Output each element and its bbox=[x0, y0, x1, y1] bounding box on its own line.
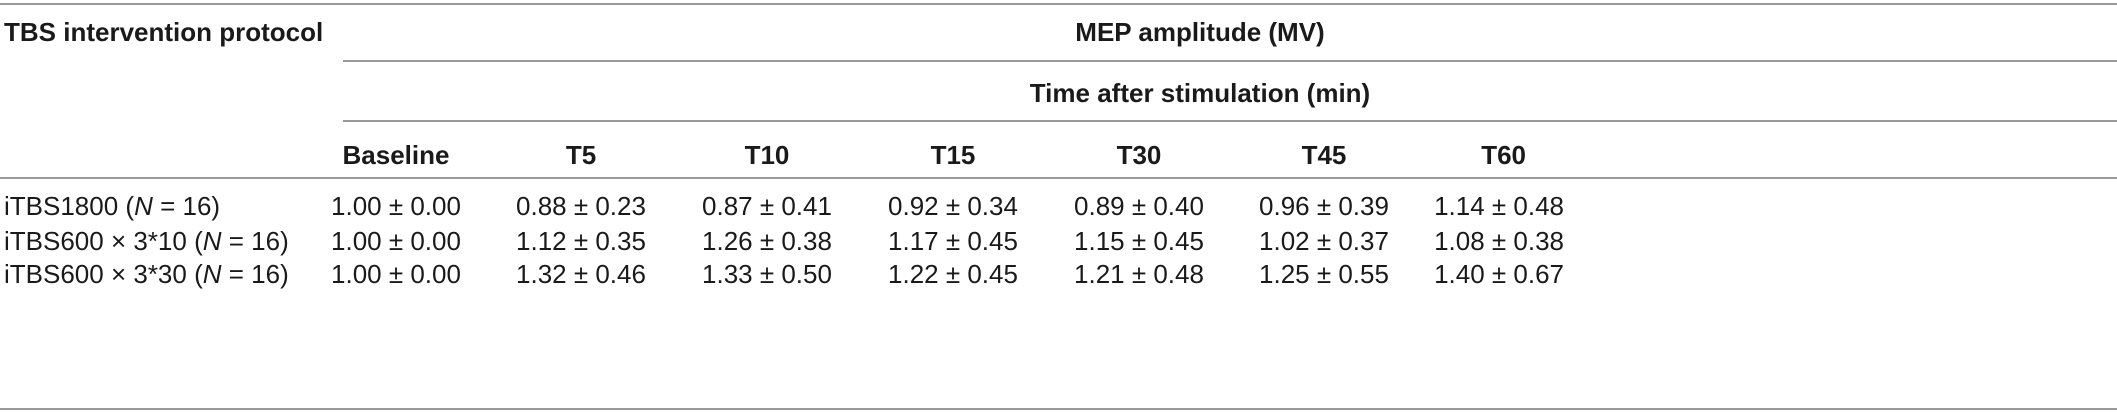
table-cell: 0.88 ± 0.23 bbox=[516, 191, 646, 221]
column-header-rule bbox=[0, 177, 2117, 179]
column-header: T5 bbox=[565, 140, 597, 170]
table-cell: 1.00 ± 0.00 bbox=[331, 191, 461, 221]
column-header: T60 bbox=[1481, 140, 1526, 170]
table-cell: 0.92 ± 0.34 bbox=[888, 191, 1018, 221]
table-cell: 1.26 ± 0.38 bbox=[702, 226, 832, 256]
table-top-rule bbox=[0, 3, 2117, 5]
group-header: MEP amplitude (MV) bbox=[1075, 17, 1325, 47]
stub-header: TBS intervention protocol bbox=[4, 17, 324, 47]
sub-header: Time after stimulation (min) bbox=[1029, 78, 1371, 108]
table-cell: 1.00 ± 0.00 bbox=[331, 226, 461, 256]
table-cell: 1.25 ± 0.55 bbox=[1259, 259, 1389, 289]
table-cell: 1.00 ± 0.00 bbox=[331, 259, 461, 289]
table-cell: 1.15 ± 0.45 bbox=[1074, 226, 1204, 256]
table-cell: 1.40 ± 0.67 bbox=[1434, 259, 1564, 289]
table-cell: 1.08 ± 0.38 bbox=[1434, 226, 1564, 256]
sub-header-rule bbox=[343, 120, 2117, 122]
table-cell: 1.33 ± 0.50 bbox=[702, 259, 832, 289]
table-cell: 1.32 ± 0.46 bbox=[516, 259, 646, 289]
column-header: T10 bbox=[744, 140, 790, 170]
table-cell: 1.17 ± 0.45 bbox=[888, 226, 1018, 256]
group-header-rule bbox=[343, 60, 2117, 62]
table-cell: 0.89 ± 0.40 bbox=[1074, 191, 1204, 221]
table-cell: 0.96 ± 0.39 bbox=[1259, 191, 1389, 221]
table-cell: 0.87 ± 0.41 bbox=[702, 191, 832, 221]
table-cell: 1.02 ± 0.37 bbox=[1259, 226, 1389, 256]
row-label: iTBS600 × 3*10 (N = 16) bbox=[4, 226, 289, 256]
column-header: T45 bbox=[1301, 140, 1347, 170]
table-cell: 1.12 ± 0.35 bbox=[516, 226, 646, 256]
column-header: T30 bbox=[1116, 140, 1162, 170]
row-label: iTBS600 × 3*30 (N = 16) bbox=[4, 259, 289, 289]
table-cell: 1.14 ± 0.48 bbox=[1434, 191, 1564, 221]
column-header: Baseline bbox=[342, 140, 450, 170]
column-header: T15 bbox=[930, 140, 976, 170]
row-label: iTBS1800 (N = 16) bbox=[4, 191, 221, 221]
table-cell: 1.22 ± 0.45 bbox=[888, 259, 1018, 289]
table-cell: 1.21 ± 0.48 bbox=[1074, 259, 1204, 289]
table-bottom-rule bbox=[0, 408, 2117, 410]
